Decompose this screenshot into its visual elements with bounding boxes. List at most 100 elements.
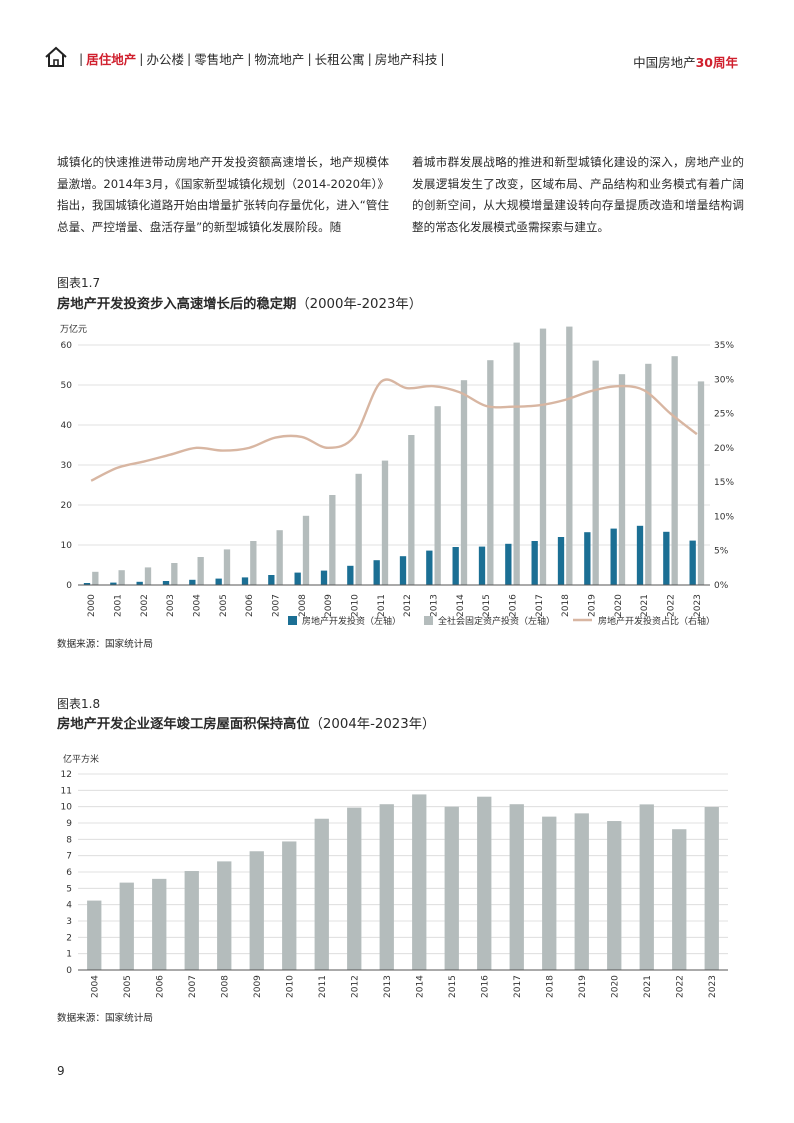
y-tick-label: 50 xyxy=(61,381,73,391)
body-text-right: 着城市群发展战略的推进和新型城镇化建设的深入，房地产业的发展逻辑发生了改变，区域… xyxy=(412,155,744,234)
bar-completed-area xyxy=(314,818,329,970)
bar-fixed-asset-investment xyxy=(276,530,283,585)
y-tick-label: 20 xyxy=(61,501,73,511)
x-tick-label: 2021 xyxy=(643,975,653,998)
bar-completed-area xyxy=(704,806,719,970)
x-tick-label: 2001 xyxy=(114,594,124,617)
y-tick-label: 0 xyxy=(66,966,72,976)
bar-real-estate-investment xyxy=(426,550,433,585)
nav-item-rental[interactable]: 长租公寓 xyxy=(314,51,365,67)
figure2-title-years: （2004年-2023年） xyxy=(309,717,436,732)
nav-item-residential[interactable]: 居住地产 xyxy=(86,51,137,67)
bar-completed-area xyxy=(509,804,524,970)
brand-prefix: 中国房地产 xyxy=(633,55,696,70)
x-tick-label: 2018 xyxy=(545,975,555,998)
bar-fixed-asset-investment xyxy=(381,460,389,585)
legend-label-share: 房地产开发投资占比（右轴） xyxy=(598,615,715,627)
section-nav: | 居住地产 | 办公楼 | 零售地产 | 物流地产 | 长租公寓 | 房地产科… xyxy=(79,50,445,67)
x-tick-label: 2019 xyxy=(588,594,598,617)
bar-completed-area xyxy=(184,871,199,970)
y2-tick-label: 25% xyxy=(714,410,734,420)
figure1-title: 房地产开发投资步入高速增长后的稳定期（2000年-2023年） xyxy=(57,293,422,312)
y2-tick-label: 30% xyxy=(714,375,734,385)
home-icon[interactable] xyxy=(44,46,68,68)
y-tick-label: 60 xyxy=(61,341,73,351)
x-tick-label: 2006 xyxy=(155,975,165,998)
bar-completed-area xyxy=(412,794,427,970)
figure2-label: 图表1.8 xyxy=(57,697,101,711)
bar-real-estate-investment xyxy=(347,565,354,585)
x-tick-label: 2014 xyxy=(415,975,425,998)
nav-item-logistics[interactable]: 物流地产 xyxy=(254,51,305,67)
x-tick-label: 2007 xyxy=(272,594,282,617)
x-tick-label: 2002 xyxy=(140,594,150,617)
x-tick-label: 2013 xyxy=(430,594,440,617)
brand-title: 中国房地产30周年 xyxy=(633,52,738,71)
figure2-title-main: 房地产开发企业逐年竣工房屋面积保持高位 xyxy=(57,717,310,732)
x-tick-label: 2023 xyxy=(693,594,703,617)
y2-tick-label: 5% xyxy=(714,547,729,557)
y-tick-label: 2 xyxy=(66,933,72,943)
bar-real-estate-investment xyxy=(636,525,644,585)
bar-completed-area xyxy=(542,816,557,970)
x-tick-label: 2009 xyxy=(324,594,334,617)
x-tick-label: 2007 xyxy=(188,975,198,998)
y-tick-label: 5 xyxy=(66,884,72,894)
page-number: 9 xyxy=(57,1064,65,1078)
line-real-estate-share xyxy=(90,378,698,482)
y-tick-label: 4 xyxy=(66,901,72,911)
investment-chart: 万亿元 0 10 20 30 40 50 60 0% 5% 10% 15% 20% 25% 30% 35% 20… xyxy=(60,323,734,627)
y-tick-label: 3 xyxy=(66,917,72,927)
bar-real-estate-investment xyxy=(531,541,538,585)
bar-completed-area xyxy=(607,821,622,970)
bar-real-estate-investment xyxy=(689,540,696,585)
x-tick-label: 2004 xyxy=(90,975,100,998)
y-tick-label: 11 xyxy=(61,786,72,796)
y-tick-label: 8 xyxy=(66,835,72,845)
x-tick-label: 2004 xyxy=(193,594,203,617)
figure1-source: 数据来源：国家统计局 xyxy=(57,639,153,650)
y-axis-unit: 亿平方米 xyxy=(63,753,99,765)
bar-real-estate-investment xyxy=(162,581,170,585)
x-tick-label: 2005 xyxy=(219,594,229,617)
bar-real-estate-investment xyxy=(663,531,670,585)
y-tick-label: 9 xyxy=(66,819,72,829)
figure2-source: 数据来源：国家统计局 xyxy=(57,1013,153,1024)
bar-completed-area xyxy=(444,806,459,970)
x-tick-label: 2008 xyxy=(298,594,308,617)
figure1-label: 图表1.7 xyxy=(57,276,101,290)
x-tick-label: 2012 xyxy=(350,975,360,998)
bar-fixed-asset-investment xyxy=(302,515,310,585)
bar-real-estate-investment xyxy=(189,579,196,585)
body-text-left: 城镇化的快速推进带动房地产开发投资额高速增长，地产规模体量激增。2014年3月，… xyxy=(57,155,389,234)
y-tick-label: 0 xyxy=(66,581,72,591)
bar-real-estate-investment xyxy=(399,556,407,585)
legend-label-real-estate: 房地产开发投资（左轴） xyxy=(302,615,401,627)
legend-swatch-fixed-asset xyxy=(424,616,433,625)
x-tick-label: 2019 xyxy=(578,975,588,998)
bar-fixed-asset-investment xyxy=(697,381,705,585)
bar-completed-area xyxy=(477,796,492,970)
bar-fixed-asset-investment xyxy=(408,435,415,585)
bar-real-estate-investment xyxy=(136,581,143,585)
figure1-title-main: 房地产开发投资步入高速增长后的稳定期 xyxy=(57,297,297,312)
nav-item-retail[interactable]: 零售地产 xyxy=(194,51,245,67)
bar-fixed-asset-investment xyxy=(539,328,547,585)
nav-item-office[interactable]: 办公楼 xyxy=(146,51,184,67)
bar-completed-area xyxy=(217,861,232,970)
bar-fixed-asset-investment xyxy=(592,360,599,585)
bar-real-estate-investment xyxy=(83,583,91,585)
x-tick-label: 2009 xyxy=(253,975,263,998)
y-tick-label: 30 xyxy=(61,461,73,471)
bar-real-estate-investment xyxy=(584,532,591,585)
bar-fixed-asset-investment xyxy=(250,541,257,585)
bar-fixed-asset-investment xyxy=(171,563,178,585)
x-tick-label: 2011 xyxy=(377,594,387,617)
bar-real-estate-investment xyxy=(320,570,328,585)
x-tick-label: 2022 xyxy=(667,594,677,617)
y-tick-label: 10 xyxy=(61,803,73,813)
nav-item-proptech[interactable]: 房地产科技 xyxy=(374,51,438,67)
y2-tick-label: 20% xyxy=(714,444,734,454)
x-tick-label: 2023 xyxy=(708,975,718,998)
